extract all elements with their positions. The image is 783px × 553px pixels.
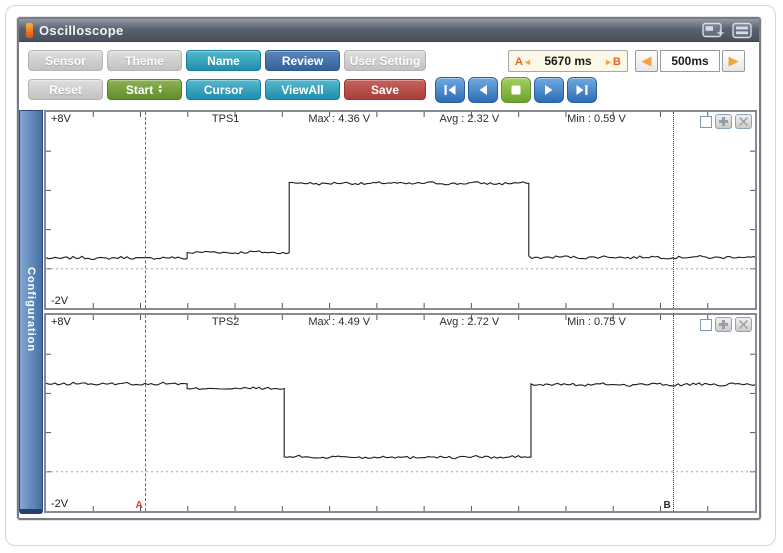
channel-panel-tps1: +8V TPS1 Max : 4.36 V Avg : 2.32 V Min :… (44, 110, 757, 310)
vmin-label: -2V (51, 498, 69, 510)
cursor-b-line[interactable] (673, 112, 675, 308)
waveform-plot (46, 315, 755, 511)
theme-button[interactable]: Theme (107, 50, 182, 71)
avg-readout: Avg : 2.32 V (439, 113, 500, 125)
timebase-increase-button[interactable]: ▶ (722, 50, 745, 72)
app-icon (26, 22, 33, 38)
play-button[interactable] (534, 77, 564, 103)
cursor-a-label: A (135, 500, 143, 511)
left-arrow-icon: ◀ (641, 53, 652, 68)
start-button[interactable]: Start ▲ ▼ (107, 79, 182, 100)
cursor-button[interactable]: Cursor (186, 79, 261, 100)
waveform-plot (46, 112, 755, 308)
min-readout: Min : 0.59 V (567, 113, 626, 125)
max-readout: Max : 4.49 V (308, 316, 371, 328)
cursor-b-letter: B (613, 56, 621, 68)
channel-close-button[interactable] (735, 114, 752, 129)
channel-controls (700, 114, 752, 129)
window-capture-button[interactable] (702, 22, 726, 39)
cursor-a-line[interactable] (144, 315, 146, 511)
window-title: Oscilloscope (39, 22, 124, 38)
vmax-label: +8V (51, 113, 71, 125)
channel-close-button[interactable] (735, 317, 752, 332)
user-setting-button[interactable]: User Setting (344, 50, 426, 71)
channel-visibility-checkbox[interactable] (700, 318, 712, 331)
sensor-button[interactable]: Sensor (28, 50, 103, 71)
cursor-a-letter: A (515, 56, 523, 68)
viewall-button[interactable]: ViewAll (265, 79, 340, 100)
plus-icon (719, 117, 728, 126)
channel-panel-tps2: +8V TPS2 Max : 4.49 V Avg : 2.72 V Min :… (44, 313, 757, 513)
titlebar: Oscilloscope (19, 19, 759, 42)
vmin-label: -2V (51, 295, 69, 307)
up-down-spinner-icon: ▲ ▼ (157, 83, 164, 95)
configuration-tab-label: Configuration (25, 267, 37, 353)
name-button[interactable]: Name (186, 50, 261, 71)
start-button-label: Start (125, 82, 154, 97)
cursor-b-marker: ►B (604, 52, 621, 70)
page-frame (5, 5, 776, 546)
channel-name: TPS2 (211, 316, 240, 328)
oscilloscope-window: Oscilloscope Sensor Theme Name Review Us… (17, 17, 761, 520)
channel-plus-button[interactable] (715, 114, 732, 129)
skip-to-end-button[interactable] (567, 77, 597, 103)
layout-button[interactable] (732, 22, 752, 39)
max-readout: Max : 4.36 V (308, 113, 371, 125)
channel-controls (700, 317, 752, 332)
cursor-ab-readout: A◄ 5670 ms ►B (508, 50, 628, 72)
right-triangle-icon: ► (604, 57, 614, 67)
stop-icon (511, 85, 521, 95)
close-icon (739, 117, 748, 126)
channel-plus-button[interactable] (715, 317, 732, 332)
min-readout: Min : 0.75 V (567, 316, 626, 328)
timebase-decrease-button[interactable]: ◀ (635, 50, 658, 72)
timebase-value: 500ms (660, 50, 720, 72)
avg-readout: Avg : 2.72 V (439, 316, 500, 328)
cursor-b-label: B (663, 500, 671, 511)
right-arrow-icon: ▶ (728, 53, 739, 68)
cursor-a-marker: A◄ (515, 52, 532, 70)
skip-to-start-button[interactable] (435, 77, 465, 103)
titlebar-buttons (702, 22, 752, 39)
left-triangle-icon: ◄ (522, 57, 532, 67)
review-button[interactable]: Review (265, 50, 340, 71)
transport-controls (435, 77, 597, 103)
skip-to-end-icon (576, 85, 588, 95)
channel-name: TPS1 (211, 113, 240, 125)
plot-region: Configuration +8V TPS1 Max : 4.36 V Avg … (19, 108, 759, 520)
step-back-icon (479, 85, 487, 95)
cursor-b-line[interactable] (673, 315, 675, 511)
play-icon (545, 85, 553, 95)
plus-icon (719, 320, 728, 329)
stacked-bars-icon (732, 22, 752, 38)
configuration-tab[interactable]: Configuration (19, 110, 43, 514)
step-back-button[interactable] (468, 77, 498, 103)
cursor-a-line[interactable] (144, 112, 146, 308)
close-icon (739, 320, 748, 329)
channel-visibility-checkbox[interactable] (700, 115, 712, 128)
vmax-label: +8V (51, 316, 71, 328)
reset-button[interactable]: Reset (28, 79, 103, 100)
window-plus-icon (702, 22, 724, 37)
save-button[interactable]: Save (344, 79, 426, 100)
stop-button[interactable] (501, 77, 531, 103)
skip-to-start-icon (444, 85, 456, 95)
cursor-delta-value: 5670 ms (544, 54, 592, 68)
